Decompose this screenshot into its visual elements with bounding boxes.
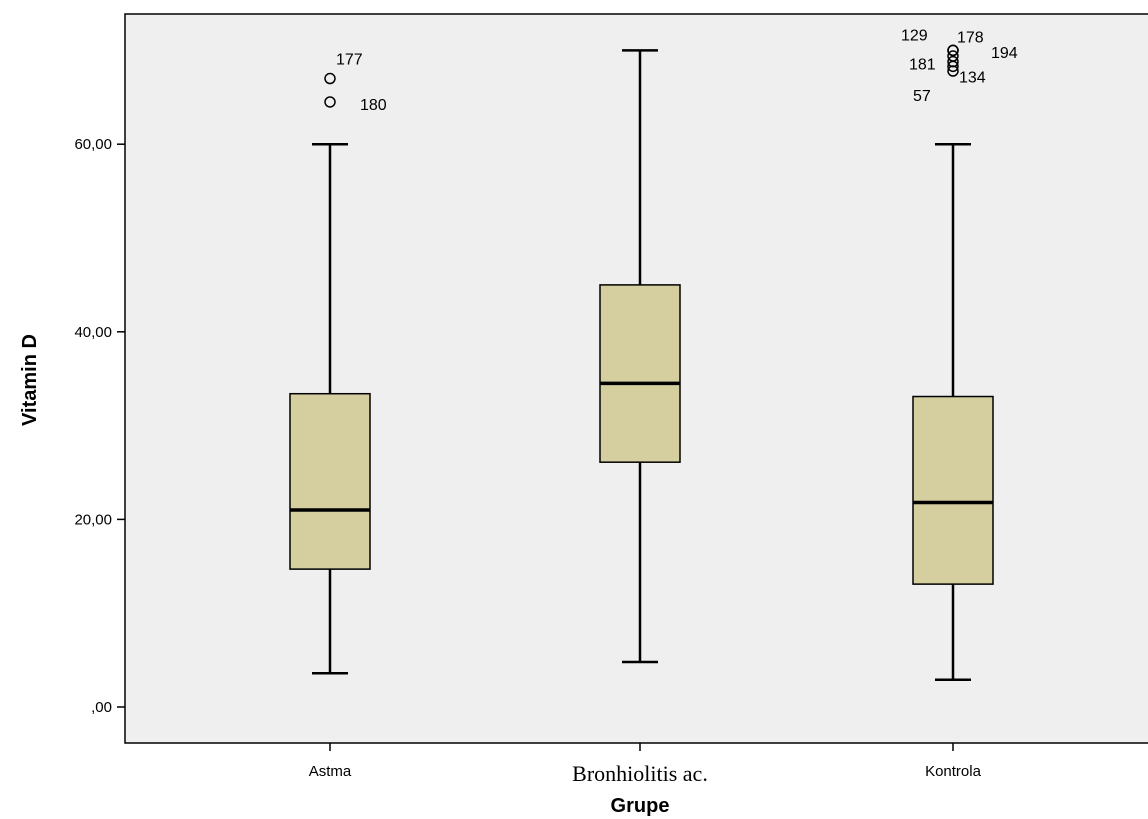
x-category-label: Bronhiolitis ac. bbox=[572, 761, 708, 786]
iqr-box bbox=[912, 395, 994, 585]
box-group bbox=[599, 49, 681, 664]
outlier-label: 181 bbox=[909, 57, 936, 74]
y-axis-title: Vitamin D bbox=[19, 334, 41, 426]
y-axis-ticks: ,00 20,00 40,00 60,00 bbox=[74, 136, 125, 716]
box-group: 177 180 bbox=[289, 52, 387, 675]
iqr-box bbox=[599, 284, 681, 463]
y-tick-label: ,00 bbox=[91, 699, 112, 716]
outlier-label: 194 bbox=[991, 45, 1018, 62]
x-category-label: Kontrola bbox=[925, 763, 982, 780]
outlier-point bbox=[947, 65, 959, 77]
y-tick-label: 40,00 bbox=[74, 324, 112, 341]
y-tick-label: 20,00 bbox=[74, 511, 112, 528]
outlier-label: 57 bbox=[913, 88, 931, 105]
outlier-point bbox=[324, 96, 336, 108]
y-tick-label: 60,00 bbox=[74, 136, 112, 153]
outlier-label: 178 bbox=[957, 29, 984, 46]
outlier-point bbox=[947, 44, 959, 57]
x-axis-categories: Astma Bronhiolitis ac. Kontrola bbox=[309, 743, 982, 786]
outlier-point bbox=[324, 72, 336, 85]
boxes-layer: 177 180 129 178 194 181 134 57 bbox=[289, 27, 1018, 682]
box-group: 129 178 194 181 134 57 bbox=[901, 27, 1018, 682]
outlier-label: 134 bbox=[959, 69, 986, 86]
iqr-box bbox=[289, 392, 371, 570]
outlier-label: 129 bbox=[901, 27, 928, 44]
x-category-label: Astma bbox=[309, 763, 352, 780]
outlier-label: 180 bbox=[360, 97, 387, 114]
x-axis-title: Grupe bbox=[611, 795, 670, 817]
outlier-point bbox=[947, 60, 959, 73]
outlier-label: 177 bbox=[336, 52, 363, 69]
